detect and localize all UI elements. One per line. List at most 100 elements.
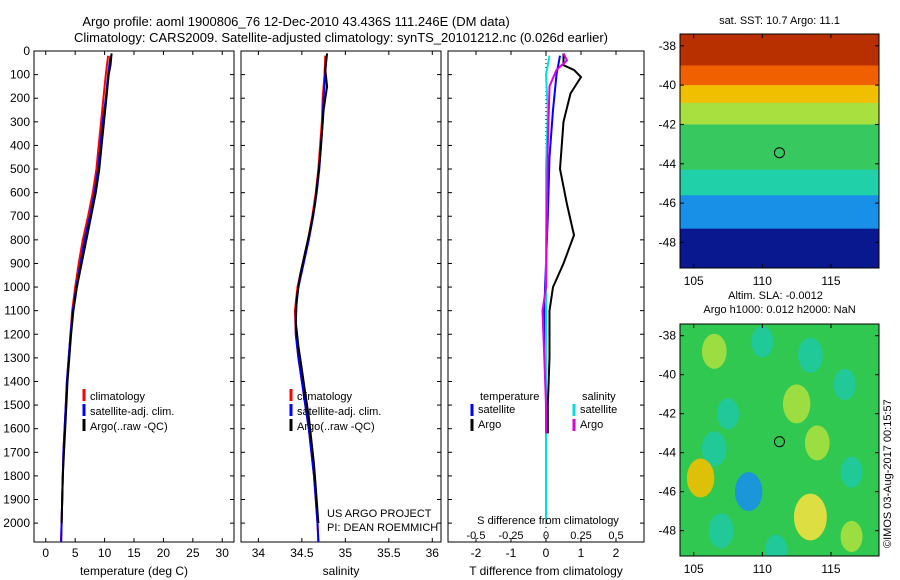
profile-panel-2: 34 34.5 35 35.5 36 salinity climatology satelli… <box>240 50 442 578</box>
y-tick-label: 400 <box>10 138 30 152</box>
y-tick-label: 1900 <box>3 493 30 507</box>
sla-anomaly <box>701 431 727 467</box>
y-tick-label: -44 <box>659 446 677 460</box>
x-tick-label: 20 <box>157 546 171 560</box>
x-tick-label: -2 <box>471 546 482 560</box>
sst-band <box>680 169 879 197</box>
x-tick-label: 35 <box>339 546 353 560</box>
x-tick-label: 5 <box>72 546 79 560</box>
y-tick-label: -40 <box>659 78 677 92</box>
figure-title-line1: Argo profile: aoml 1900806_76 12-Dec-201… <box>82 14 509 29</box>
sst-band <box>680 228 879 268</box>
sst-band <box>680 102 879 126</box>
sst-band <box>680 195 879 230</box>
sla-anomaly <box>751 325 774 358</box>
legend-label: Argo(..raw -QC) <box>297 421 375 433</box>
x-tick-label: 105 <box>684 274 704 288</box>
legend-label: Argo <box>478 419 501 431</box>
x-axis-label: temperature (deg C) <box>80 564 188 578</box>
y-tick-label: -42 <box>659 117 677 131</box>
top-tick-label: -0.5 <box>467 530 486 542</box>
map-frame <box>679 323 880 557</box>
x-tick-label: 15 <box>127 546 141 560</box>
legend-label: climatology <box>90 391 146 403</box>
argo-location-marker <box>773 436 785 448</box>
map-field <box>680 34 879 268</box>
map-panel-1: -38 -40 -42 -44 -46 -48 105 110 115 sat. SST: 10.… <box>659 15 880 288</box>
profile-panel-1: 0100200300400500600700800900100011001200… <box>3 44 235 578</box>
x-tick-label: 0 <box>543 546 550 560</box>
series-line <box>541 52 569 434</box>
map-title-line1: Altim. SLA: -0.0012 <box>728 290 823 302</box>
legend-label: satellite-adj. clim. <box>297 406 381 418</box>
x-axis-label: T difference from climatology <box>469 564 623 578</box>
sla-anomaly <box>804 425 830 461</box>
x-tick-label: 30 <box>216 546 230 560</box>
sla-anomaly <box>734 472 763 512</box>
top-tick-label: 0.25 <box>570 530 591 542</box>
sla-anomaly <box>840 456 863 488</box>
map-panel-2: -38 -40 -42 -44 -46 -48 105 110 115 Altim. SLA: -… <box>659 290 880 576</box>
sla-anomaly <box>798 337 823 373</box>
y-tick-label: 900 <box>10 256 30 270</box>
sla-anomaly <box>686 458 715 498</box>
series-line <box>294 53 329 524</box>
y-tick-label: 200 <box>10 91 30 105</box>
x-tick-label: 115 <box>821 562 840 576</box>
y-tick-label: 1500 <box>3 398 30 412</box>
x-tick-label: 105 <box>684 562 704 576</box>
sst-band <box>680 85 879 104</box>
y-tick-label: -48 <box>659 235 677 249</box>
y-tick-label: 1600 <box>3 422 30 436</box>
top-axis-label: S difference from climatology <box>477 515 619 527</box>
y-tick-label: 700 <box>10 209 30 223</box>
annotation-line1: US ARGO PROJECT <box>327 508 432 520</box>
sla-anomaly <box>708 513 734 549</box>
y-tick-label: -42 <box>659 407 677 421</box>
map-title-line2: Argo h1000: 0.012 h2000: NaN <box>703 304 855 316</box>
imos-watermark: ©IMOS 03-Aug-2017 00:15:57 <box>882 399 894 548</box>
legend-label: satellite <box>580 404 617 416</box>
sla-anomaly <box>717 398 740 430</box>
argo-location-marker <box>773 147 785 159</box>
plot-frame <box>33 50 235 543</box>
x-axis-label: salinity <box>323 564 360 578</box>
y-tick-label: 100 <box>10 68 30 82</box>
y-tick-label: 300 <box>10 115 30 129</box>
y-tick-label: -46 <box>659 485 677 499</box>
sla-anomaly <box>782 384 811 424</box>
profile-panel-3: -2 -1 0 1 2 T difference from climatology S di… <box>447 50 645 578</box>
y-tick-label: -40 <box>659 368 677 382</box>
x-tick-label: 35.5 <box>377 546 401 560</box>
x-tick-label: 115 <box>821 274 840 288</box>
y-tick-label: 500 <box>10 162 30 176</box>
map-title: sat. SST: 10.7 Argo: 11.1 <box>719 15 840 27</box>
series-line <box>60 53 113 524</box>
y-tick-label: 0 <box>23 44 30 58</box>
y-tick-label: 1400 <box>3 374 30 388</box>
figure-title-line2: Climatology: CARS2009. Satellite-adjuste… <box>74 30 608 45</box>
y-tick-label: -44 <box>659 157 677 171</box>
x-tick-label: 0 <box>42 546 49 560</box>
y-tick-label: 2000 <box>3 516 30 530</box>
sla-anomaly <box>840 520 863 553</box>
x-tick-label: 34 <box>252 546 266 560</box>
x-tick-label: 25 <box>186 546 200 560</box>
y-tick-label: 1100 <box>4 304 30 318</box>
y-tick-label: 1800 <box>3 469 30 483</box>
legend-label: satellite <box>478 404 515 416</box>
top-tick-label: 0.5 <box>608 530 623 542</box>
y-tick-label: 600 <box>10 186 30 200</box>
x-tick-label: -1 <box>506 546 517 560</box>
x-tick-label: 110 <box>753 562 772 576</box>
sla-anomaly <box>833 368 856 401</box>
sla-anomaly <box>701 333 727 369</box>
sla-anomaly <box>765 534 788 556</box>
y-tick-label: 1200 <box>3 327 30 341</box>
legend-label: Argo(..raw -QC) <box>90 421 168 433</box>
series-line <box>546 53 583 434</box>
legend-label: satellite-adj. clim. <box>90 406 174 418</box>
sst-band <box>680 65 879 87</box>
map-frame <box>679 33 880 269</box>
y-tick-label: -48 <box>659 524 677 538</box>
